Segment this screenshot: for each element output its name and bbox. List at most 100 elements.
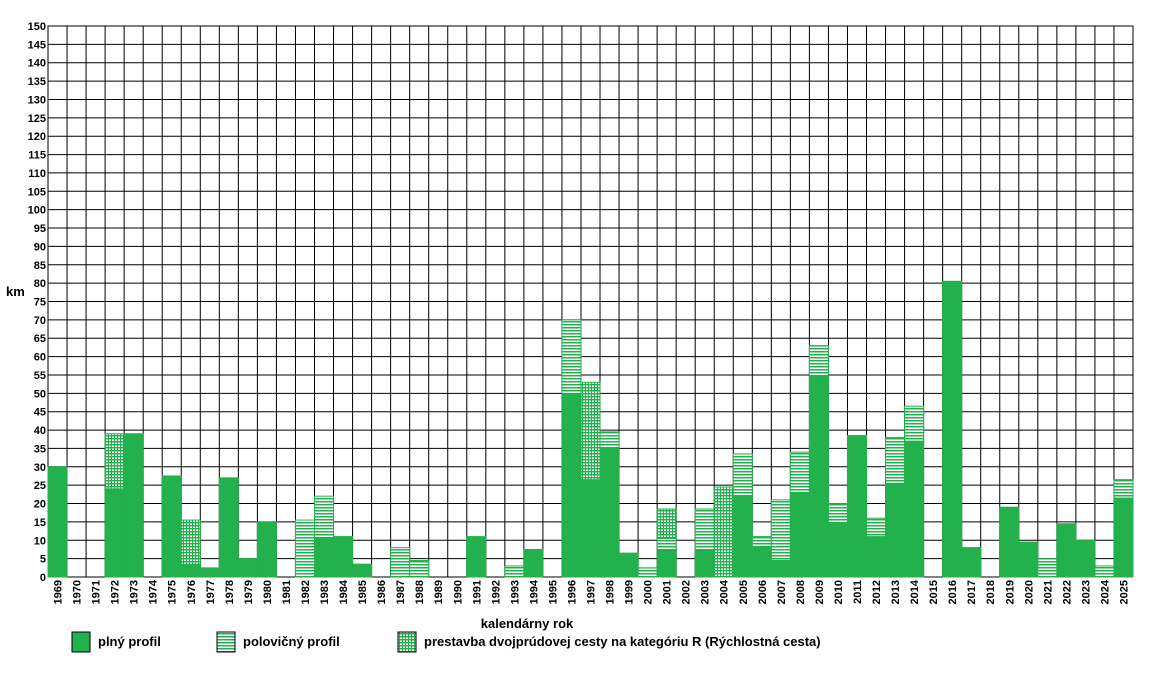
bar-2013-horizontal: [885, 436, 906, 484]
bar-2006-solid: [751, 547, 772, 578]
bar-1994-solid: [523, 548, 544, 578]
bar-2011-solid: [846, 435, 868, 578]
x-tick-label: 1998: [605, 580, 617, 604]
y-tick-label: 115: [28, 150, 46, 162]
bar-2001-solid: [656, 548, 677, 578]
bar-1976-solid: [180, 563, 201, 578]
bar-1975-solid: [161, 475, 182, 578]
y-tick-label: 0: [40, 572, 46, 584]
bar-2025-solid: [1113, 497, 1134, 578]
y-tick-label: 60: [34, 352, 46, 364]
legend-label: plný profil: [98, 634, 161, 649]
bar-1991-solid: [466, 536, 487, 578]
bar-2012-horizontal: [866, 517, 887, 538]
y-tick-label: 90: [34, 241, 46, 253]
x-tick-label: 2010: [833, 580, 845, 604]
bar-1997-solid: [580, 479, 601, 578]
bar-2001-horizontal: [656, 537, 677, 550]
bar-2005-solid: [732, 495, 753, 578]
x-tick-label: 1996: [566, 580, 578, 604]
x-tick-label: 2021: [1042, 580, 1054, 604]
bar-1983-horizontal: [313, 495, 335, 539]
y-tick-label: 70: [34, 315, 46, 327]
x-tick-label: 1974: [148, 579, 160, 604]
bar-2008-solid: [789, 492, 810, 578]
x-tick-label: 2013: [890, 580, 902, 604]
bar-1996-solid: [561, 392, 582, 578]
x-tick-label: 2011: [852, 580, 864, 604]
bar-2025-horizontal: [1113, 479, 1134, 499]
x-tick-label: 2001: [662, 580, 674, 604]
y-tick-label: 130: [28, 94, 46, 106]
x-tick-label: 1983: [319, 580, 331, 604]
x-tick-label: 2006: [757, 580, 769, 604]
x-tick-label: 1980: [262, 580, 274, 604]
y-tick-label: 5: [40, 554, 46, 566]
y-tick-label: 105: [28, 186, 46, 198]
legend-swatch-grid: [397, 631, 417, 653]
y-tick-label: 50: [34, 388, 46, 400]
x-tick-label: 2005: [738, 580, 750, 604]
bar-1998-solid: [599, 447, 620, 578]
x-tick-label: 2009: [814, 580, 826, 604]
bar-2017-solid: [961, 547, 982, 578]
x-tick-label: 1985: [357, 580, 369, 604]
x-tick-label: 1987: [395, 580, 407, 604]
y-tick-label: 40: [34, 425, 46, 437]
y-tick-label: 145: [28, 39, 46, 51]
x-tick-label: 2020: [1023, 580, 1035, 604]
y-tick-label: 100: [28, 205, 46, 217]
y-tick-label: 95: [34, 223, 46, 235]
bar-1976-grid: [180, 519, 201, 565]
y-tick-label: 85: [34, 260, 46, 272]
x-tick-label: 1991: [471, 580, 483, 604]
x-tick-label: 1972: [110, 580, 122, 604]
x-tick-label: 1995: [547, 580, 559, 604]
x-tick-label: 2025: [1118, 580, 1130, 604]
bar-1983-solid: [313, 537, 335, 578]
bar-2006-horizontal: [751, 536, 772, 549]
x-tick-label: 2024: [1099, 579, 1111, 604]
x-tick-label: 2016: [947, 580, 959, 604]
bar-1978-solid: [218, 477, 239, 578]
x-tick-label: 1970: [72, 580, 84, 604]
x-axis-label: kalendárny rok: [481, 616, 574, 631]
y-tick-label: 20: [34, 499, 46, 511]
y-tick-label: 35: [34, 443, 46, 455]
bar-1973-solid: [123, 433, 144, 578]
bar-2007-horizontal: [770, 499, 791, 561]
bar-1988-horizontal: [409, 559, 430, 578]
bar-1984-solid: [333, 536, 354, 578]
bar-1998-horizontal: [599, 431, 620, 449]
y-tick-label: 135: [28, 76, 46, 88]
y-tick-label: 140: [28, 58, 46, 70]
x-tick-label: 1994: [528, 579, 540, 604]
x-tick-label: 2007: [776, 580, 788, 604]
y-tick-label: 150: [28, 21, 46, 33]
bar-2021-horizontal: [1037, 558, 1058, 578]
bar-2020-solid: [1018, 541, 1039, 578]
bar-2003-horizontal: [694, 508, 715, 550]
bar-1996-horizontal: [561, 319, 582, 394]
x-tick-label: 2015: [928, 580, 940, 604]
bar-2001-grid: [656, 508, 677, 539]
x-tick-label: 1997: [586, 580, 598, 604]
x-tick-label: 2004: [719, 579, 731, 604]
x-tick-label: 2012: [871, 580, 883, 604]
x-tick-label: 1973: [129, 580, 141, 604]
legend: plný profil polovičný profil prestavba dvo…: [71, 631, 821, 653]
x-tick-label: 1978: [224, 580, 236, 604]
bar-1987-horizontal: [390, 547, 411, 578]
bar-1999-solid: [618, 552, 639, 578]
x-tick-label: 1993: [509, 580, 521, 604]
bar-2009-horizontal: [808, 345, 829, 378]
y-tick-label: 30: [34, 462, 46, 474]
x-tick-label: 1989: [433, 580, 445, 604]
x-tick-label: 2002: [681, 580, 693, 604]
bar-1972-grid: [104, 433, 125, 490]
x-axis-ticks: 1969 1970 1971 1972 1973 1974 1975 1976 1977 1978…: [53, 579, 1131, 604]
x-tick-label: 1990: [452, 580, 464, 604]
bar-1977-solid: [199, 567, 220, 578]
bar-2007-solid: [770, 559, 791, 578]
